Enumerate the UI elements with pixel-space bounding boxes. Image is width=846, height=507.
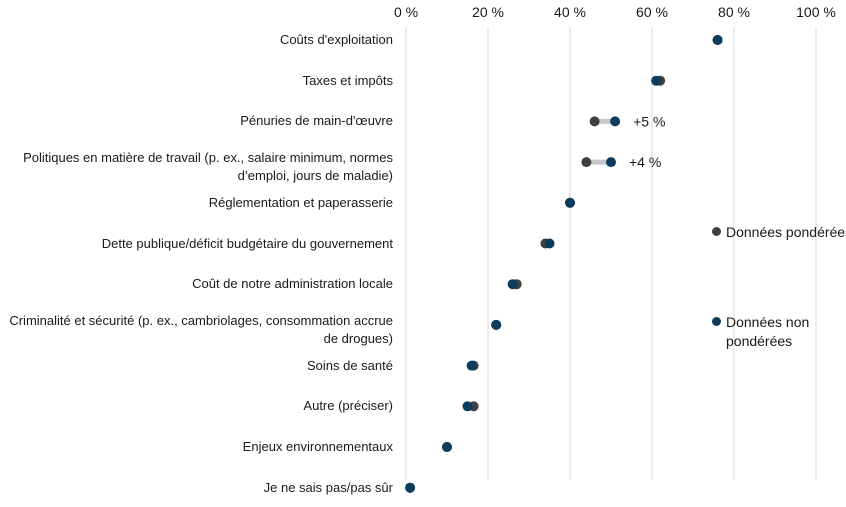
legend-item-weighted: Données pondérées bbox=[712, 223, 846, 263]
unweighted-data-point bbox=[565, 197, 575, 208]
category-label: Criminalité et sécurité (p. ex., cambrio… bbox=[9, 313, 393, 346]
difference-annotation: +4 % bbox=[629, 154, 661, 170]
unweighted-data-point bbox=[651, 75, 662, 86]
category-label: Réglementation et paperasserie bbox=[208, 195, 393, 210]
x-tick-label: 60 % bbox=[636, 4, 668, 20]
category-label: Enjeux environnementaux bbox=[242, 439, 393, 454]
category-label: Dette publique/déficit budgétaire du gou… bbox=[101, 236, 393, 251]
unweighted-data-point bbox=[491, 319, 502, 330]
category-label: Je ne sais pas/pas sûr bbox=[263, 480, 393, 495]
category-label: Soins de santé bbox=[306, 358, 393, 373]
unweighted-data-point bbox=[606, 157, 616, 168]
category-label: Autre (préciser) bbox=[303, 398, 393, 413]
x-tick-label: 0 % bbox=[394, 4, 418, 20]
unweighted-data-point bbox=[405, 482, 416, 493]
unweighted-data-point bbox=[442, 442, 452, 452]
unweighted-data-point bbox=[610, 116, 621, 127]
category-label: Taxes et impôts bbox=[302, 73, 393, 88]
category-label: Coûts d'exploitation bbox=[279, 32, 393, 47]
unweighted-data-point bbox=[544, 238, 555, 249]
legend-marker-unweighted bbox=[712, 317, 721, 326]
x-tick-label: 100 % bbox=[796, 4, 836, 20]
unweighted-data-point bbox=[507, 279, 518, 290]
x-tick-label: 80 % bbox=[718, 4, 750, 20]
difference-annotation: +5 % bbox=[633, 113, 665, 129]
legend-marker-weighted bbox=[712, 227, 721, 236]
legend-label-unweighted: Données non pondérées bbox=[726, 314, 810, 349]
weighted-data-point bbox=[589, 116, 600, 127]
unweighted-data-point bbox=[462, 401, 473, 412]
legend-item-unweighted: Données non pondérées bbox=[712, 313, 846, 353]
weighted-data-point bbox=[581, 157, 592, 168]
unweighted-data-point bbox=[466, 360, 477, 371]
category-label: Coût de notre administration locale bbox=[192, 276, 393, 291]
x-tick-label: 40 % bbox=[554, 4, 586, 20]
x-tick-label: 20 % bbox=[472, 4, 504, 20]
category-label: Politiques en matière de travail (p. ex.… bbox=[23, 150, 393, 183]
legend-label-weighted: Données pondérées bbox=[726, 224, 846, 240]
category-label: Pénuries de main-d'œuvre bbox=[240, 113, 393, 128]
unweighted-data-point bbox=[712, 35, 723, 45]
